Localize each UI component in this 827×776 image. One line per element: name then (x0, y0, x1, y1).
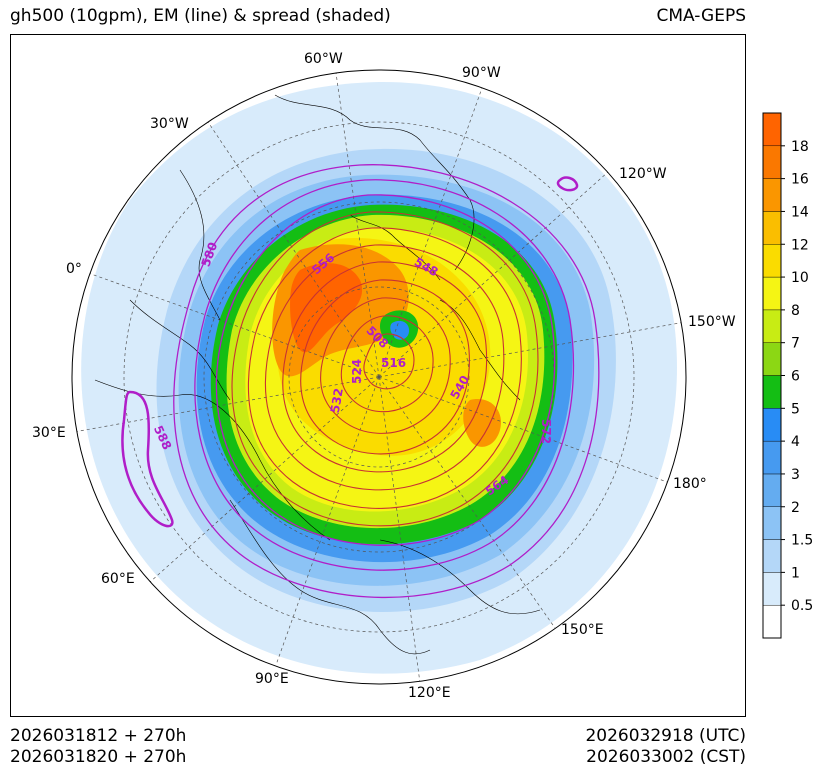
colorbar-tick-label: 5 (791, 401, 800, 417)
contour-572 (194, 179, 575, 571)
coastlines (94, 94, 541, 655)
contour-580 (173, 164, 600, 599)
spread-band-18 (290, 263, 363, 353)
contour-label-516: 516 (381, 356, 406, 370)
contour-lines (121, 164, 600, 599)
colorbar-swatch (762, 342, 782, 376)
contour-label-524: 524 (350, 359, 364, 384)
lon-label-90e: 90°E (255, 671, 289, 687)
colorbar-tick-label: 4 (791, 434, 800, 450)
lon-label-60e: 60°E (101, 571, 135, 587)
colorbar-swatch (762, 572, 782, 606)
lon-label-group: 60°W 90°W 30°W 120°W 0° 150°W 30°E 180° … (32, 51, 736, 701)
map-boundary (71, 69, 687, 685)
contour-label-532: 532 (328, 387, 346, 414)
lon-label-0: 0° (66, 261, 82, 277)
contour-label-572: 572 (539, 419, 553, 444)
colorbar-tick-label: 2 (791, 500, 800, 516)
colorbar-tick-label: 1.5 (791, 533, 813, 549)
lon-label-90w: 90°W (462, 65, 501, 81)
lon-label-60w: 60°W (304, 51, 343, 67)
colorbar-swatch (762, 375, 782, 409)
map-frame (10, 34, 746, 717)
contour-588 (121, 390, 174, 528)
colorbar-tick-label: 10 (791, 270, 809, 286)
contour-588-east (556, 176, 579, 192)
lon-label-150e: 150°E (561, 622, 604, 638)
colorbar-tick-label: 12 (791, 237, 809, 253)
colorbar-swatch (762, 539, 782, 573)
lon-label-30w: 30°W (150, 116, 189, 132)
lon-label-120w: 120°W (619, 166, 667, 182)
colorbar-swatch (762, 211, 782, 245)
colorbar-tick-label: 6 (791, 369, 800, 385)
title-text: gh500 (10gpm), EM (line) & spread (shade… (10, 6, 391, 26)
colorbar-swatch (762, 309, 782, 343)
lon-label-120e: 120°E (408, 685, 451, 701)
footer-init-cst: 2026031820 + 270h (10, 747, 187, 767)
ensemble-mean-lines (231, 211, 539, 527)
lon-label-150w: 150°W (688, 314, 736, 330)
colorbar-tick-label: 8 (791, 303, 800, 319)
colorbar-tick-label: 7 (791, 336, 800, 352)
colorbar-tick-label: 0.5 (791, 598, 813, 614)
colorbar-swatch (762, 244, 782, 278)
contour-564 (215, 194, 556, 546)
colorbar: 0.5 1 1.5 2 3 4 5 6 7 8 10 12 14 16 18 (762, 112, 813, 639)
colorbar-tick-label: 3 (791, 467, 800, 483)
colorbar-swatch (762, 473, 782, 507)
colorbar-swatch (762, 604, 782, 639)
colorbar-swatch (762, 276, 782, 311)
colorbar-swatch (762, 440, 782, 475)
colorbar-swatch (762, 145, 782, 179)
colorbar-swatch (762, 408, 782, 442)
colorbar-swatch (762, 112, 782, 147)
lon-label-180: 180° (673, 476, 707, 492)
colorbar-tick-label: 1 (791, 565, 800, 581)
footer-init-utc: 2026031812 + 270h (10, 726, 187, 746)
colorbar-tick-label: 14 (791, 204, 809, 220)
spread-band-east (463, 399, 501, 447)
model-name: CMA-GEPS (656, 6, 746, 26)
colorbar-tick-label: 16 (791, 172, 809, 188)
colorbar-swatch (762, 506, 782, 540)
colorbar-swatch (762, 178, 782, 212)
footer-valid-cst: 2026033002 (CST) (586, 747, 746, 767)
lon-label-30e: 30°E (32, 425, 66, 441)
footer-valid-utc: 2026032918 (UTC) (585, 726, 746, 746)
colorbar-tick-label: 18 (791, 139, 809, 155)
